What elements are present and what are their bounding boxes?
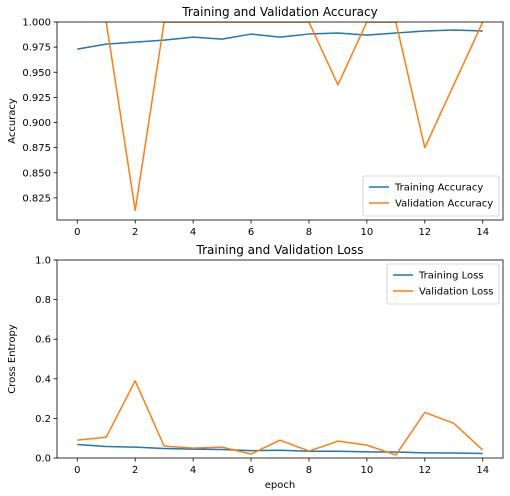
accuracy-chart-title: Training and Validation Accuracy (181, 5, 377, 19)
accuracy-x-tick-label: 6 (248, 227, 254, 238)
accuracy-x-tick-label: 0 (74, 227, 80, 238)
loss-x-tick-label: 6 (248, 465, 254, 476)
accuracy-legend-label: Validation Accuracy (395, 199, 493, 210)
loss-x-tick-label: 14 (476, 465, 489, 476)
loss-y-tick-label: 0.6 (35, 335, 51, 346)
accuracy-x-tick-label: 4 (190, 227, 196, 238)
accuracy-axes-frame (56, 21, 504, 221)
accuracy-x-tick-label: 2 (132, 227, 138, 238)
accuracy-legend: Training Accuracy Validation Accuracy (362, 175, 500, 217)
accuracy-series-0-line (77, 29, 483, 50)
loss-legend-label: Training Loss (418, 271, 484, 282)
accuracy-series-1-line (105, 22, 484, 212)
accuracy-x-tick-label: 8 (306, 227, 312, 238)
loss-x-tick-label: 2 (132, 465, 138, 476)
loss-chart-title: Training and Validation Loss (196, 243, 364, 257)
loss-legend: Training Loss Validation Loss (386, 263, 500, 305)
accuracy-y-tick-label: 1.000 (22, 18, 51, 29)
loss-series-1-line (77, 380, 484, 456)
loss-y-tick-label: 0.8 (35, 295, 51, 306)
loss-chart: 0 2 4 6 8 10 12 14 0.0 0.2 0.4 0.6 0.8 1.0 Training an… (7, 243, 504, 491)
loss-series-0-line (77, 443, 483, 455)
accuracy-y-tick-label: 0.875 (22, 143, 51, 154)
accuracy-y-axis-label: Accuracy (7, 98, 18, 144)
loss-legend-label: Validation Loss (419, 287, 494, 298)
loss-x-tick-label: 10 (361, 465, 374, 476)
loss-y-tick-label: 0.4 (35, 374, 51, 385)
accuracy-x-tick-label: 14 (476, 227, 489, 238)
accuracy-y-tick-label: 0.950 (22, 68, 51, 79)
loss-y-axis-label: Cross Entropy (7, 324, 18, 394)
accuracy-y-tick-label: 0.850 (22, 168, 51, 179)
loss-x-axis-label: epoch (265, 480, 295, 491)
accuracy-y-tick-label: 0.975 (22, 43, 51, 54)
loss-x-tick-label: 4 (190, 465, 196, 476)
loss-y-tick-label: 0.0 (35, 454, 51, 465)
accuracy-x-tick-label: 10 (361, 227, 374, 238)
loss-x-tick-label: 0 (74, 465, 80, 476)
accuracy-y-tick-label: 0.900 (22, 118, 51, 129)
accuracy-x-tick-label: 12 (418, 227, 431, 238)
loss-y-tick-label: 0.2 (35, 414, 51, 425)
accuracy-y-tick-label: 0.925 (22, 93, 51, 104)
loss-x-tick-label: 8 (306, 465, 312, 476)
loss-y-tick-label: 1.0 (35, 256, 51, 267)
accuracy-legend-label: Training Accuracy (394, 183, 483, 194)
loss-x-tick-label: 12 (418, 465, 431, 476)
accuracy-chart: 0 2 4 6 8 10 12 14 0.825 0.850 0.875 0.900 0.925 0.95… (7, 5, 504, 238)
loss-axes-frame (56, 259, 504, 459)
accuracy-y-tick-label: 0.825 (22, 193, 51, 204)
